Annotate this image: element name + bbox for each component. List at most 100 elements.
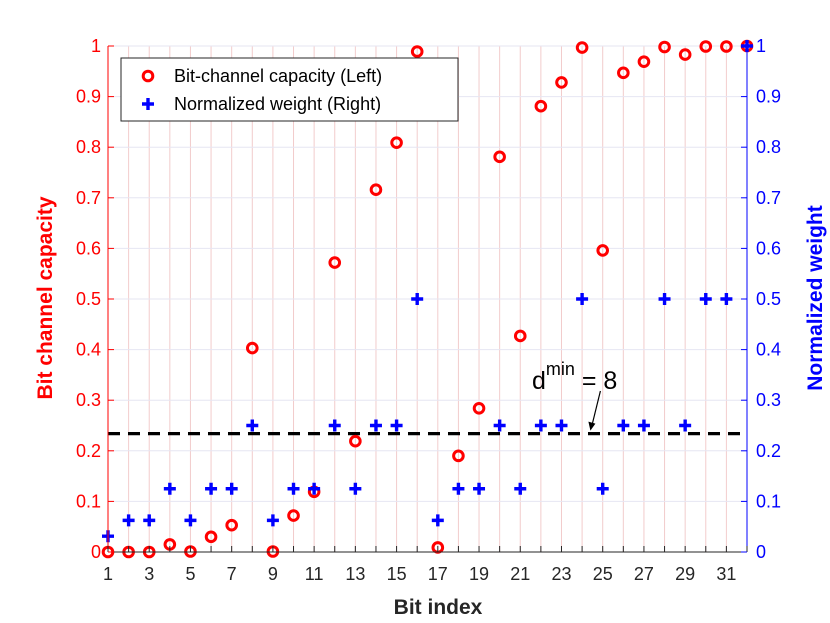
- left-y-tick-label: 0.9: [76, 87, 101, 107]
- weight-point: [658, 293, 671, 305]
- left-y-tick-label: 0.6: [76, 238, 101, 258]
- capacity-point: [513, 329, 527, 343]
- left-y-tick-label: 0.1: [76, 491, 101, 511]
- weight-point: [246, 419, 259, 432]
- left-y-tick-label: 0.3: [76, 390, 101, 410]
- weight-point: [184, 514, 197, 527]
- capacity-point: [472, 401, 486, 415]
- weight-point: [225, 482, 238, 495]
- right-y-tick-label: 0.7: [756, 188, 781, 208]
- weight-point: [534, 419, 547, 432]
- weight-point: [720, 293, 733, 305]
- capacity-point: [637, 55, 651, 68]
- weight-point: [555, 419, 568, 432]
- right-y-tick-label: 0: [756, 542, 766, 562]
- weight-point: [679, 419, 692, 432]
- capacity-point: [287, 509, 300, 522]
- weight-point: [349, 482, 362, 495]
- threshold-group: [108, 390, 747, 436]
- capacity-point: [493, 150, 506, 164]
- weight-point: [411, 293, 424, 305]
- weight-point: [308, 482, 321, 495]
- annotation-base: d: [532, 367, 546, 395]
- right-y-tick-label: 0.8: [756, 137, 781, 157]
- x-tick-label: 27: [634, 564, 654, 584]
- x-tick-label: 13: [345, 564, 365, 584]
- capacity-point: [720, 40, 733, 53]
- weight-point: [328, 419, 341, 432]
- x-axis-title: Bit index: [394, 596, 483, 619]
- x-tick-label: 1: [103, 564, 113, 584]
- capacity-point: [245, 341, 259, 355]
- weight-point: [617, 419, 630, 432]
- weight-point: [576, 293, 589, 305]
- weight-point: [369, 419, 382, 432]
- weight-point: [287, 482, 300, 495]
- left-y-tick-label: 1: [91, 36, 101, 56]
- annotation-rest: = 8: [575, 367, 617, 395]
- capacity-point: [328, 256, 342, 269]
- left-y-tick-label: 0.8: [76, 137, 101, 157]
- left-y-tick-label: 0.4: [76, 340, 101, 360]
- weight-point: [266, 514, 279, 527]
- weight-point: [514, 482, 527, 495]
- left-y-tick-label: 0.2: [76, 441, 101, 461]
- x-tick-label: 21: [510, 564, 530, 584]
- x-tick-label: 29: [675, 564, 695, 584]
- capacity-point: [534, 99, 548, 113]
- x-tick-label: 3: [144, 564, 154, 584]
- left-y-tick-label: 0: [91, 542, 101, 562]
- axes: [107, 45, 748, 553]
- weight-point: [473, 482, 486, 495]
- x-tick-label: 17: [428, 564, 448, 584]
- x-tick-label: 5: [185, 564, 195, 584]
- capacity-point: [678, 48, 692, 61]
- x-tick-label: 7: [227, 564, 237, 584]
- capacity-point: [555, 76, 568, 89]
- weight-point: [699, 293, 712, 305]
- left-y-axis-title: Bit channel capacity: [34, 196, 57, 399]
- capacity-point: [658, 40, 671, 54]
- right-y-tick-label: 0.9: [756, 87, 781, 107]
- capacity-point: [596, 244, 610, 257]
- right-y-tick-label: 0.5: [756, 289, 781, 309]
- capacity-point: [699, 40, 713, 53]
- weight-point: [143, 514, 156, 527]
- weight-point: [637, 419, 650, 432]
- x-tick-label: 31: [716, 564, 736, 584]
- weight-point: [390, 419, 403, 432]
- weight-point: [163, 482, 176, 495]
- legend: Bit-channel capacity (Left) Normalized w…: [120, 57, 459, 122]
- capacity-point: [390, 136, 403, 149]
- weight-point: [122, 514, 135, 527]
- right-y-tick-label: 0.4: [756, 340, 781, 360]
- capacity-point: [225, 518, 238, 532]
- threshold-arrow-shaft: [590, 390, 601, 428]
- capacity-point: [410, 45, 424, 58]
- legend-box: [120, 57, 459, 122]
- right-y-tick-label: 0.3: [756, 390, 781, 410]
- capacity-point: [617, 66, 630, 80]
- x-tick-label: 25: [593, 564, 613, 584]
- weight-point: [431, 514, 444, 527]
- right-y-tick-label: 1: [756, 36, 766, 56]
- weight-point: [596, 482, 609, 495]
- grid: [107, 45, 748, 553]
- capacity-point: [575, 41, 589, 54]
- x-tick-label: 23: [551, 564, 571, 584]
- capacity-point: [369, 183, 383, 197]
- x-tick-label: 11: [305, 564, 324, 584]
- right-y-tick-label: 0.6: [756, 238, 781, 258]
- capacity-point: [349, 434, 362, 448]
- capacity-point: [452, 449, 465, 463]
- right-y-axis-title: Normalized weight: [804, 205, 827, 391]
- right-y-tick-label: 0.2: [756, 441, 781, 461]
- annotation-superscript: min: [546, 359, 575, 379]
- x-tick-label: 19: [469, 564, 489, 584]
- threshold-arrow-head: [588, 421, 596, 431]
- legend-marker-weight: [142, 98, 154, 110]
- legend-marker-capacity: [141, 69, 155, 83]
- weight-point: [493, 419, 506, 432]
- capacity-point: [204, 530, 218, 544]
